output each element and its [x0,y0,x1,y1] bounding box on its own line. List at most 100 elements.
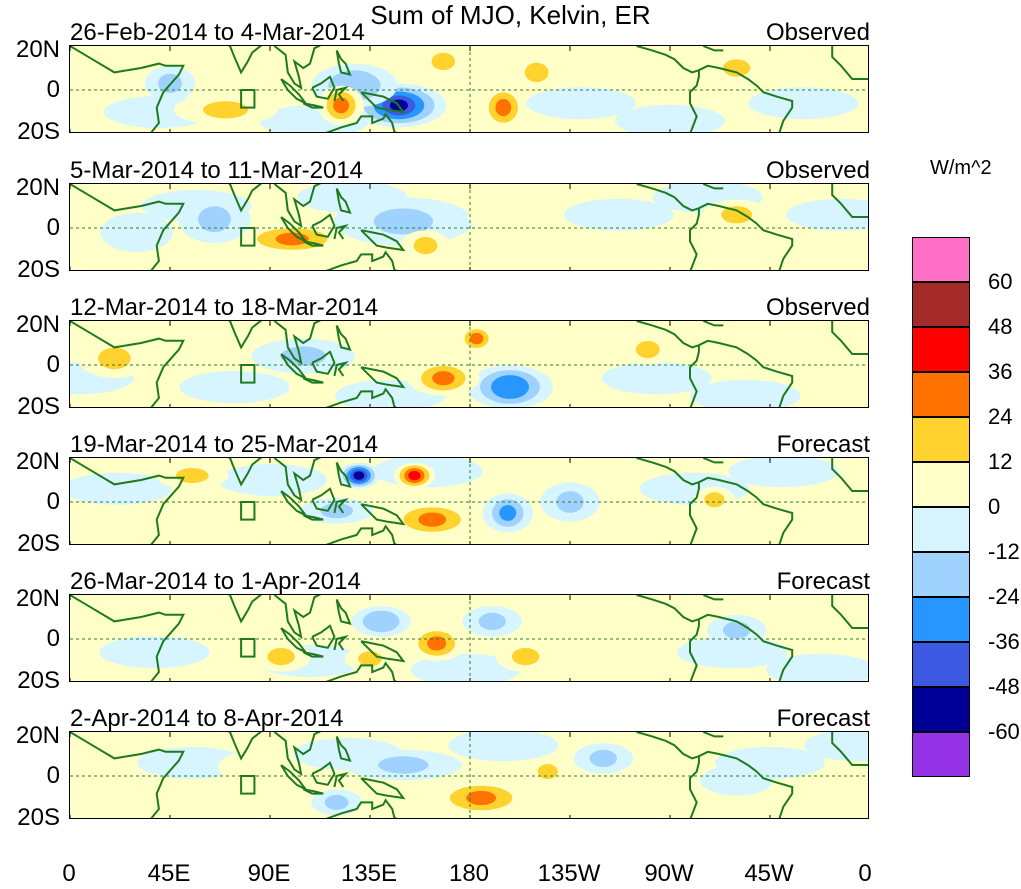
positive-anomaly [537,764,558,780]
coastline [636,458,700,486]
map-panel: 19-Mar-2014 to 25-Mar-2014 Forecast 20N 0 20… [0,432,1021,569]
coastline [227,184,263,213]
lat-tick-label: 20N [15,585,60,612]
map-canvas [70,732,868,818]
lat-tick-label: 20N [15,174,60,201]
lat-tick-label: 0 [46,488,60,515]
coastline [360,640,406,663]
coastline [333,360,349,377]
lat-tick-label: 20S [17,530,60,557]
coastline [302,788,324,795]
coastline [689,70,700,132]
map-canvas [70,184,868,270]
negative-anomaly [353,471,365,480]
negative-anomaly [720,771,754,789]
map-canvas [70,458,868,544]
index-region-box [240,227,256,247]
positive-anomaly [723,59,751,77]
colorbar-swatch [912,462,970,507]
coastline [70,184,185,270]
lat-tick-label: 20S [17,804,60,831]
figure-title: Sum of MJO, Kelvin, ER [370,0,651,30]
coastline [636,595,700,623]
coastline [70,458,185,544]
colorbar-label: 36 [988,359,1013,384]
colorbar-swatch [912,417,970,462]
coastline [698,64,794,132]
units-label: W/m^2 [930,157,992,179]
index-region-box [240,775,256,795]
lon-tick-label: 0 [62,860,76,887]
coastline [325,798,398,818]
coastline [831,321,868,355]
coastline [227,46,263,75]
positive-anomaly [721,206,753,224]
map-panel: 5-Mar-2014 to 11-Mar-2014 Observed 20N 0 20S [0,158,1021,295]
weak-negative-region [748,87,859,120]
coastline [70,46,185,132]
panel-date-range: 12-Mar-2014 to 18-Mar-2014 [70,294,379,321]
weak-negative-region [766,653,868,681]
colorbar-label: -48 [988,674,1020,699]
index-region-box [240,501,256,521]
colorbar-label: -36 [988,629,1020,654]
positive-anomaly [203,101,249,119]
coastline [335,187,352,215]
weak-negative-region [99,636,210,669]
lat-tick-label: 0 [46,214,60,241]
positive-anomaly [511,648,540,666]
positive-anomaly [524,62,549,83]
negative-anomaly [378,756,429,774]
coastline [335,49,352,77]
positive-anomaly [431,52,456,70]
coastline [333,85,349,102]
coastline [273,46,322,90]
coastline [360,366,406,389]
coastline [227,321,263,350]
positive-anomaly [333,97,349,114]
coastline [325,661,398,681]
map-panel: 2-Apr-2014 to 8-Apr-2014 Forecast 20N 0 20S [0,706,1021,843]
lon-tick-label: 90E [247,860,291,887]
colorbar-swatch [912,552,970,597]
coastline [335,461,352,489]
panel-date-range: 26-Feb-2014 to 4-Mar-2014 [70,19,365,46]
lon-tick-label: 135E [340,860,398,887]
positive-anomaly [218,752,278,783]
lon-tick-label: 45E [147,860,191,887]
map-canvas [70,595,868,681]
colorbar-swatch [912,327,970,372]
positive-anomaly [408,470,421,481]
negative-anomaly [320,503,353,519]
coastline [689,345,700,407]
coastline [636,321,700,349]
colorbar-label: -24 [988,584,1020,609]
colorbar-swatch [912,282,970,327]
lon-tick-label: 0 [858,860,872,887]
coastline [333,223,349,240]
colorbar-swatch [912,372,970,417]
coastline [360,777,406,800]
weak-negative-region [448,732,559,762]
coastline [273,321,322,365]
positive-anomaly [267,648,295,666]
negative-anomaly [478,612,506,630]
coastline [698,202,794,270]
positive-anomaly [418,512,447,527]
weak-negative-region [217,464,328,496]
map-panel: 26-Mar-2014 to 1-Apr-2014 Forecast 20N 0 20S [0,569,1021,706]
lat-tick-label: 20N [15,722,60,749]
lon-tick-label: 90W [644,860,694,887]
map-canvas [70,46,868,132]
coastline [325,524,398,544]
negative-anomaly [324,794,349,810]
index-region-box [240,364,256,384]
lat-tick-label: 0 [46,762,60,789]
colorbar-swatch [912,237,970,282]
coastline [698,339,794,407]
coastline [360,229,406,252]
coastline [702,46,724,52]
coastline [698,750,794,818]
positive-anomaly [704,492,725,508]
coastline [70,595,185,681]
